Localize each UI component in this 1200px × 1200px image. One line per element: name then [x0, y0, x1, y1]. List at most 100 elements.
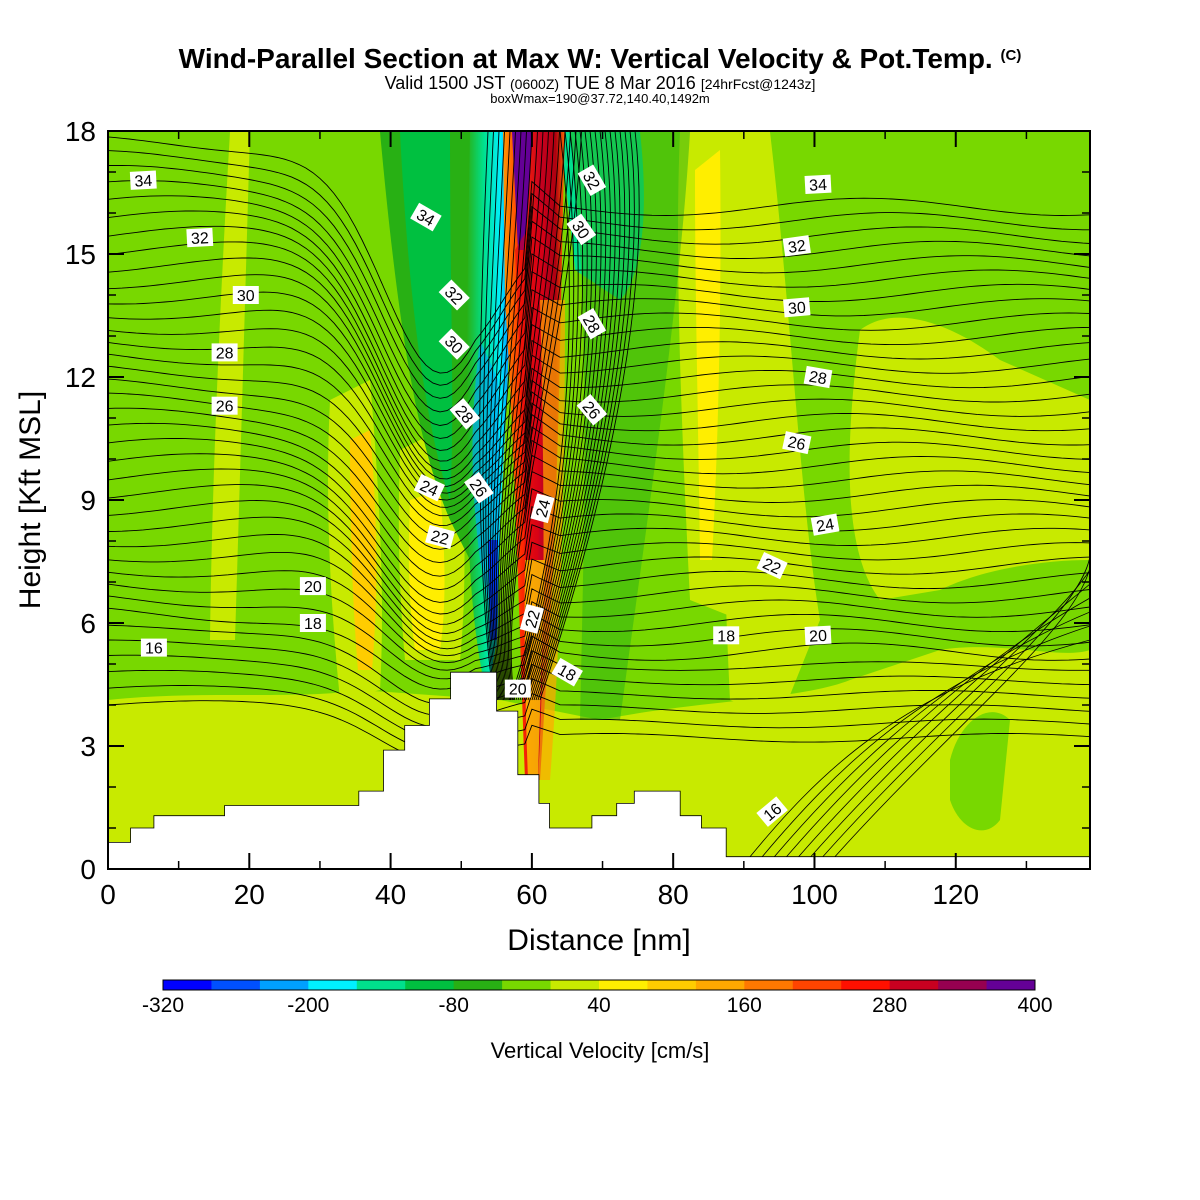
contour-label-bg — [410, 202, 442, 232]
contour-label-text: 32 — [191, 230, 210, 248]
y-tick-label: 9 — [80, 485, 96, 516]
contour-label-text: 34 — [809, 177, 828, 195]
colorbar-swatch — [163, 980, 212, 990]
isentrope-line — [495, 131, 527, 701]
colorbar-swatch — [599, 980, 648, 990]
colorbar-tick-label: 400 — [1017, 994, 1052, 1017]
isentrope-line — [108, 225, 1090, 451]
contour-label-bg — [713, 626, 740, 645]
contour-label-text: 16 — [145, 641, 163, 658]
field-region — [210, 132, 250, 640]
contour-label-bg — [756, 796, 788, 827]
contour-label-text: 32 — [579, 169, 603, 193]
contour-label: 26 — [211, 396, 238, 416]
contour-label-text: 20 — [809, 628, 828, 646]
isentrope-line — [108, 150, 1090, 386]
colorbar-swatch — [744, 980, 794, 990]
isentrope-line — [108, 607, 1090, 690]
isentrope-line — [108, 291, 1090, 487]
isentrope-line — [533, 131, 626, 701]
isentrope-line — [490, 131, 511, 701]
x-tick-label: 100 — [791, 879, 838, 910]
isentrope-line — [108, 551, 1090, 657]
contour-label-text: 22 — [760, 555, 783, 578]
contour-label-text: 24 — [533, 498, 554, 520]
colorbar-swatch — [356, 980, 406, 990]
colorbar-swatch — [695, 980, 745, 990]
isentrope-line — [108, 274, 1090, 480]
terrain-mask — [107, 671, 1091, 870]
contour-label-bg — [804, 174, 832, 194]
isentrope-line — [799, 569, 1090, 869]
contour-label-bg — [551, 657, 583, 687]
contour-label-bg — [576, 394, 608, 426]
isentrope-line — [108, 685, 1090, 752]
isentrope-line — [108, 516, 1090, 643]
y-tick-label: 6 — [80, 608, 96, 639]
isentrope-line — [539, 131, 640, 701]
contour-label: 20 — [299, 577, 326, 596]
contour-label: 22 — [756, 551, 788, 580]
contour-label: 32 — [577, 164, 607, 196]
forecast-info: [24hrFcst@1243z] — [700, 76, 816, 92]
contour-label-text: 18 — [717, 628, 735, 645]
colorbar-swatch — [792, 980, 842, 990]
contour-label-text: 24 — [417, 478, 440, 501]
y-axis: 0 3 6 9 12 15 18 — [65, 116, 1090, 885]
contour-label: 22 — [519, 604, 544, 634]
contour-label-bg — [186, 227, 214, 248]
isentrope-line — [108, 468, 1090, 615]
isentrope-line — [108, 210, 1090, 439]
x-tick-label: 40 — [375, 879, 406, 910]
contour-label: 28 — [803, 365, 833, 389]
contour-label: 24 — [810, 513, 840, 536]
isentrope-line — [507, 131, 571, 701]
contour-label-bg — [413, 474, 445, 502]
contour-label-bg — [299, 577, 326, 596]
valid-time: Valid 1500 JST — [384, 73, 505, 93]
contour-label-bg — [804, 625, 832, 645]
contour-label-text: 30 — [787, 300, 806, 318]
contour-label-text: 34 — [134, 173, 153, 191]
isentrope-line — [108, 241, 1090, 462]
updraft-core — [512, 132, 532, 250]
contour-label-bg — [438, 279, 470, 311]
isentrope-line — [751, 625, 1090, 869]
isentrope-line — [479, 131, 495, 701]
isentrope-line — [497, 131, 533, 701]
contour-label: 22 — [425, 524, 455, 549]
colorbar-swatch — [889, 980, 939, 990]
colorbar-tick-label: 160 — [727, 994, 762, 1017]
contour-label-bg — [299, 614, 326, 632]
contour-label-bg — [756, 551, 788, 580]
contour-label-text: 20 — [304, 579, 322, 596]
isentrope-line — [108, 484, 1090, 625]
contour-label-text: 34 — [413, 207, 437, 231]
field-region — [950, 712, 1010, 831]
colorbar-swatch — [259, 980, 309, 990]
contour-label-bg — [438, 328, 470, 360]
x-axis: 0 20 40 60 80 100 120 — [100, 131, 1028, 910]
contour-label-bg — [577, 307, 607, 340]
terrain-profile — [107, 671, 1091, 870]
contour-label-bg — [232, 286, 259, 304]
contour-label-bg — [810, 513, 840, 536]
contour-label: 16 — [140, 638, 167, 658]
isentrope-line — [108, 341, 1090, 508]
isentrope-line — [509, 131, 577, 701]
contour-label: 18 — [299, 614, 326, 633]
contour-label-bg — [782, 431, 812, 455]
isentrope-line — [108, 453, 1090, 603]
colorbar-tick-label: -200 — [287, 994, 329, 1017]
colorbar-tick-label: 280 — [872, 994, 907, 1017]
contour-label-text: 28 — [808, 369, 829, 389]
y-tick-label: 3 — [80, 731, 96, 762]
contour-label: 24 — [413, 474, 445, 502]
isentrope-line — [787, 583, 1090, 869]
isentrope-line — [108, 534, 1090, 650]
isentrope-line — [108, 422, 1090, 577]
isentrope-line — [108, 392, 1090, 550]
x-tick-label: 20 — [234, 879, 265, 910]
x-tick-label: 120 — [932, 879, 979, 910]
contour-label-text: 22 — [523, 608, 544, 630]
